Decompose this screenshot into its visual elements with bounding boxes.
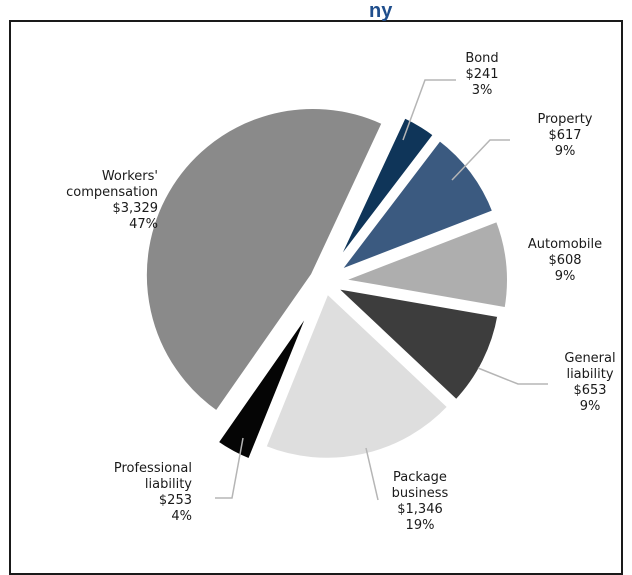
pie-slice-professional-liability [214, 302, 315, 463]
cropped-heading-fragment: ny [369, 0, 393, 22]
slice-label-automobile: Automobile $608 9% [528, 237, 602, 284]
leader-line-professional-liability [215, 437, 244, 499]
slice-label-general-liability: General liability $653 9% [564, 351, 615, 414]
slice-label-package-business: Package business $1,346 19% [392, 470, 449, 533]
pie-slice-package-business [262, 289, 452, 462]
slice-label-bond: Bond $241 3% [465, 51, 498, 98]
leader-line-property [451, 139, 510, 181]
leader-line-package-business [365, 447, 379, 501]
pie-slice-general-liability [331, 284, 502, 404]
pie-slice-bond [331, 114, 438, 271]
pie-slice-property [335, 136, 497, 275]
slice-label-workers-compensation: Workers' compensation $3,329 47% [66, 169, 158, 232]
leader-line-bond [402, 79, 456, 141]
slice-label-property: Property $617 9% [537, 112, 592, 159]
leader-line-general-liability [477, 367, 548, 385]
slice-label-professional-liability: Professional liability $253 4% [114, 461, 192, 524]
pie-slice-workers-compensation [142, 105, 386, 415]
pie-slice-automobile [338, 217, 511, 312]
